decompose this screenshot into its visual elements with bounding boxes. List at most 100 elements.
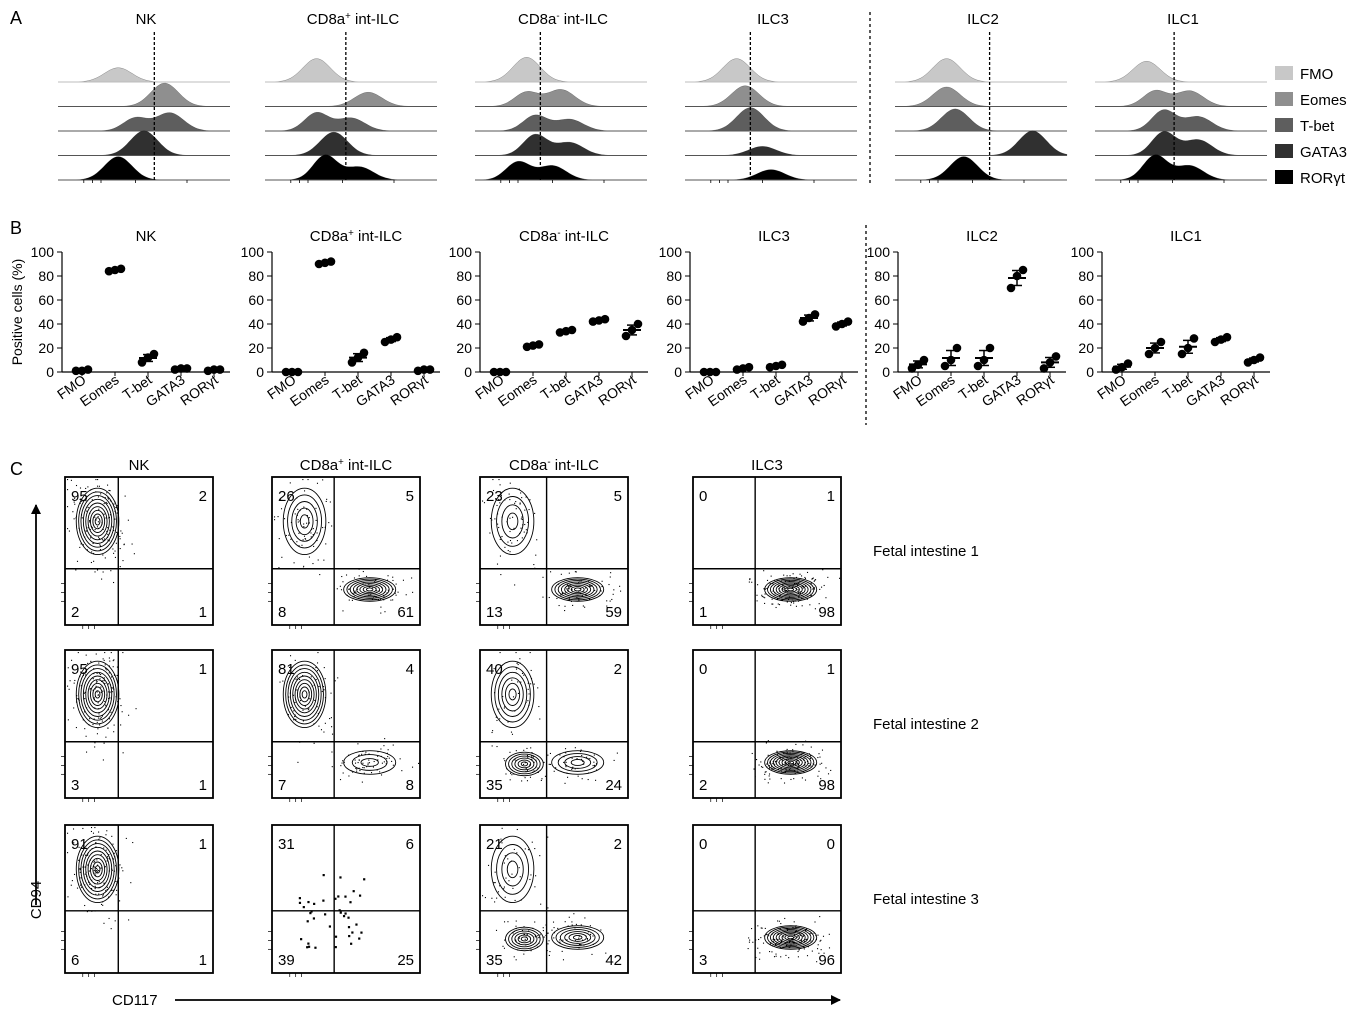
event-dot bbox=[122, 652, 123, 653]
event-dot bbox=[496, 505, 497, 506]
event-dot bbox=[507, 921, 508, 922]
event-dot bbox=[569, 588, 570, 589]
event-dot bbox=[348, 935, 350, 937]
event-dot bbox=[357, 743, 358, 744]
event-dot bbox=[103, 759, 104, 760]
event-dot bbox=[365, 752, 366, 753]
event-dot bbox=[282, 681, 283, 682]
event-dot bbox=[99, 486, 100, 487]
event-dot bbox=[517, 829, 518, 830]
event-dot bbox=[541, 778, 542, 779]
event-dot bbox=[790, 762, 791, 763]
event-dot bbox=[95, 842, 96, 843]
event-dot bbox=[355, 760, 356, 761]
event-dot bbox=[90, 537, 91, 538]
dotplot-title: ILC2 bbox=[966, 228, 998, 245]
event-dot bbox=[125, 496, 126, 497]
event-dot bbox=[798, 951, 799, 952]
event-dot bbox=[76, 485, 77, 486]
event-dot bbox=[114, 551, 115, 552]
event-dot bbox=[97, 673, 98, 674]
contour-plot-r2-c1: 95 13 1 bbox=[61, 650, 213, 802]
event-dot bbox=[509, 531, 510, 532]
quadrant-value-lower-right: 8 bbox=[406, 777, 414, 794]
event-dot bbox=[571, 921, 572, 922]
event-dot bbox=[303, 507, 304, 508]
event-dot bbox=[509, 499, 510, 500]
x-tick-label-ror-t: RORγt bbox=[1217, 371, 1261, 408]
event-dot bbox=[489, 532, 490, 533]
dotplot-title: NK bbox=[136, 228, 157, 245]
quadrant-value-lower-right: 1 bbox=[199, 777, 207, 794]
event-dot bbox=[311, 536, 312, 537]
event-dot bbox=[362, 767, 363, 768]
event-dot bbox=[119, 536, 120, 537]
event-dot bbox=[94, 827, 95, 828]
event-dot bbox=[564, 610, 565, 611]
event-dot bbox=[504, 760, 505, 761]
event-dot bbox=[536, 539, 537, 540]
y-tick-label: 0 bbox=[46, 364, 54, 380]
quadrant-value-lower-right: 1 bbox=[199, 604, 207, 621]
event-dot bbox=[528, 849, 529, 850]
contour-column-title: NK bbox=[129, 457, 150, 474]
event-dot bbox=[544, 937, 545, 938]
event-dot bbox=[516, 652, 517, 653]
contour-plot-r2-c2: 81 47 8 bbox=[268, 650, 420, 802]
histogram-group-nk: NK bbox=[58, 11, 230, 183]
event-dot bbox=[69, 531, 70, 532]
event-dot bbox=[505, 897, 506, 898]
event-dot bbox=[101, 579, 102, 580]
event-dot bbox=[403, 580, 404, 581]
x-tick-label-ror-t: RORγt bbox=[1013, 371, 1057, 408]
event-dot bbox=[792, 749, 793, 750]
event-dot bbox=[68, 719, 69, 720]
event-dot bbox=[71, 885, 72, 886]
event-dot bbox=[522, 673, 523, 674]
event-dot bbox=[786, 590, 787, 591]
event-dot bbox=[527, 757, 528, 758]
event-dot bbox=[120, 530, 121, 531]
event-dot bbox=[322, 479, 323, 480]
event-dot bbox=[351, 931, 353, 933]
event-dot bbox=[514, 584, 515, 585]
quadrant-value-upper-right: 1 bbox=[199, 661, 207, 678]
event-dot bbox=[99, 544, 100, 545]
event-dot bbox=[369, 762, 370, 763]
event-dot bbox=[318, 726, 319, 727]
panel-a-histograms: NK CD8a+ int-ILC CD8a- int-ILC ILC3 ILC2 ILC1… bbox=[58, 11, 1347, 188]
data-point bbox=[712, 368, 721, 377]
event-dot bbox=[504, 707, 505, 708]
quadrant-value-lower-right: 1 bbox=[199, 952, 207, 969]
data-point bbox=[294, 368, 303, 377]
event-dot bbox=[326, 499, 327, 500]
event-dot bbox=[535, 875, 536, 876]
event-dot bbox=[297, 762, 298, 763]
event-dot bbox=[527, 934, 528, 935]
contour-plot-r2-c4: 0 12 98 bbox=[689, 650, 841, 802]
event-dot bbox=[319, 574, 320, 575]
x-tick-label-ror-t: RORγt bbox=[805, 371, 849, 408]
event-dot bbox=[757, 948, 758, 949]
data-point bbox=[634, 320, 643, 329]
y-tick-label: 60 bbox=[38, 292, 54, 308]
event-dot bbox=[109, 657, 110, 658]
event-dot bbox=[762, 596, 763, 597]
event-dot bbox=[279, 682, 280, 683]
event-dot bbox=[550, 764, 551, 765]
event-dot bbox=[97, 526, 98, 527]
event-dot bbox=[529, 509, 530, 510]
event-dot bbox=[122, 870, 123, 871]
event-dot bbox=[353, 890, 355, 892]
event-dot bbox=[520, 492, 521, 493]
event-dot bbox=[101, 904, 102, 905]
event-dot bbox=[509, 494, 510, 495]
event-dot bbox=[107, 527, 108, 528]
event-dot bbox=[126, 838, 127, 839]
data-point bbox=[745, 363, 754, 372]
event-dot bbox=[314, 743, 315, 744]
event-dot bbox=[530, 747, 531, 748]
event-dot bbox=[827, 577, 828, 578]
event-dot bbox=[79, 547, 80, 548]
event-dot bbox=[749, 942, 750, 943]
